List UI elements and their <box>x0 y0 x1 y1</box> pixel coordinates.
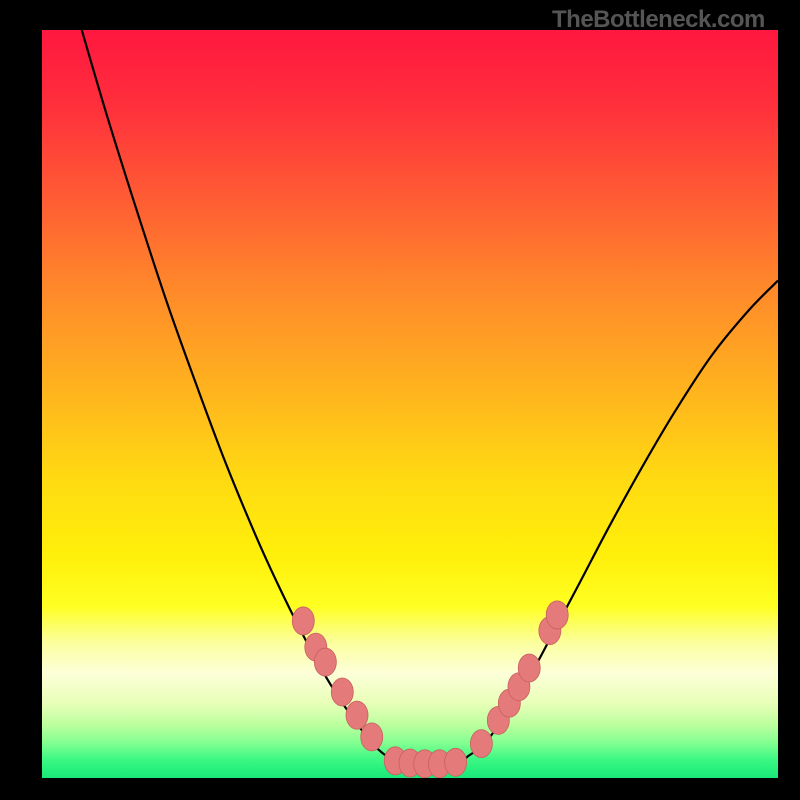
marker-point <box>346 701 368 729</box>
gradient-background <box>42 30 778 778</box>
plot-area <box>42 30 778 778</box>
marker-point <box>361 723 383 751</box>
marker-point <box>314 648 336 676</box>
marker-point <box>331 678 353 706</box>
marker-point <box>470 730 492 758</box>
marker-point <box>518 654 540 682</box>
marker-point <box>546 601 568 629</box>
marker-point <box>445 748 467 776</box>
marker-point <box>292 607 314 635</box>
chart-svg <box>42 30 778 778</box>
